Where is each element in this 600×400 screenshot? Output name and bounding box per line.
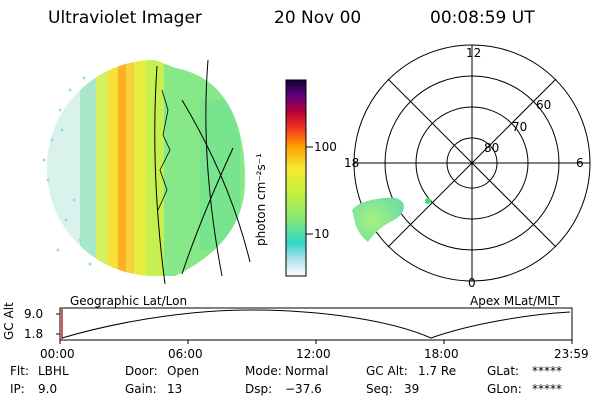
info-seq-label: Seq: xyxy=(366,382,393,396)
info-gcalt-value: 1.7 Re xyxy=(418,364,457,378)
geographic-label: Geographic Lat/Lon xyxy=(70,294,188,308)
polar-plot xyxy=(353,44,591,282)
info-gain-value: 13 xyxy=(167,382,183,396)
lat-label-60: 60 xyxy=(536,98,552,112)
mlt-label-18: 18 xyxy=(344,156,360,170)
mlt-label-0: 0 xyxy=(468,276,476,290)
header-time: 00:08:59 UT xyxy=(430,8,535,28)
info-dsp-label: Dsp: xyxy=(245,382,273,396)
info-door-value: Open xyxy=(167,364,200,378)
info-ip-label: IP: xyxy=(10,382,25,396)
altitude-xtick-1800: 18:00 xyxy=(424,347,459,361)
mlt-label-12: 12 xyxy=(466,46,482,60)
colorbar-unit-label: photon cm⁻²s⁻¹ xyxy=(254,153,268,246)
altitude-ytick-1-8: 1.8 xyxy=(24,327,44,341)
info-glon-value: ***** xyxy=(532,382,562,396)
auroral-emission xyxy=(352,197,431,242)
info-glat-label: GLat: xyxy=(487,364,520,378)
info-mode-value: Normal xyxy=(285,364,329,378)
colorbar-tick-10: 10 xyxy=(314,227,330,241)
altitude-xtick-0000: 00:00 xyxy=(40,347,75,361)
header-title: Ultraviolet Imager xyxy=(48,8,202,28)
info-dsp-value: −37.6 xyxy=(285,382,322,396)
altitude-xtick-1200: 12:00 xyxy=(296,347,331,361)
info-gcalt-label: GC Alt: xyxy=(366,364,408,378)
altitude-plot xyxy=(56,307,573,344)
info-glat-value: ***** xyxy=(532,364,562,378)
info-gain-label: Gain: xyxy=(125,382,157,396)
mlt-label-6: 6 xyxy=(576,156,584,170)
altitude-ylabel: GC Alt xyxy=(2,302,16,340)
lat-label-70: 70 xyxy=(512,120,528,134)
info-flt-value: LBHL xyxy=(38,364,69,378)
info-ip-value: 9.0 xyxy=(38,382,58,396)
info-mode-label: Mode: xyxy=(245,364,282,378)
info-glon-label: GLon: xyxy=(487,382,522,396)
lat-label-80: 80 xyxy=(484,141,500,155)
altitude-xtick-0600: 06:00 xyxy=(168,347,203,361)
altitude-ytick-9: 9.0 xyxy=(24,307,44,321)
earth-image xyxy=(42,59,251,285)
info-seq-value: 39 xyxy=(404,382,420,396)
altitude-xtick-2359: 23:59 xyxy=(554,347,589,361)
header-date: 20 Nov 00 xyxy=(274,8,362,28)
apex-label: Apex MLat/MLT xyxy=(470,294,560,308)
info-door-label: Door: xyxy=(125,364,158,378)
colorbar-tick-100: 100 xyxy=(314,140,337,154)
info-flt-label: Flt: xyxy=(10,364,29,378)
colorbar xyxy=(285,79,313,277)
